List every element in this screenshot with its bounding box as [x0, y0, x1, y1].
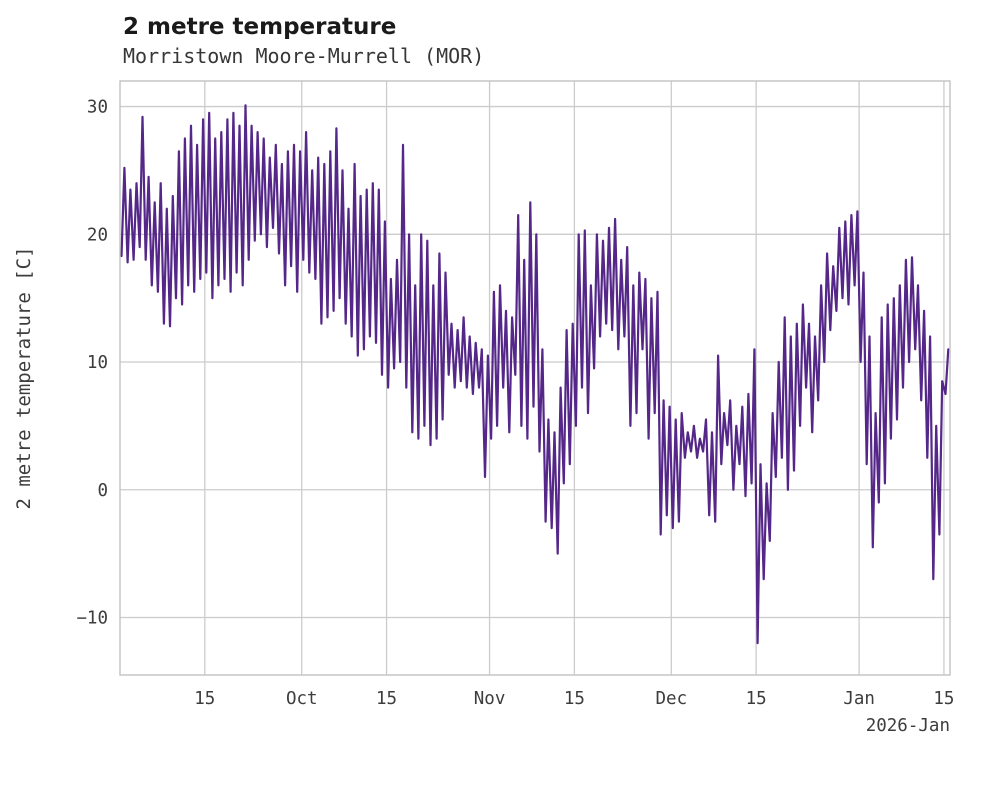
x-tick-label: 15 [194, 689, 215, 709]
plot-border [119, 79, 951, 676]
y-tick-label: −10 [76, 608, 108, 628]
x-tick-label: Dec [656, 689, 688, 709]
x-tick-label: Nov [474, 689, 506, 709]
x-tick-label: 15 [376, 689, 397, 709]
x-tick-label: 15 [933, 689, 954, 709]
temperature-time-series-chart: −10 0 10 20 30 15 Oct 15 Nov 15 Dec 15 Jan 15 2026-Jan… [13, 79, 954, 736]
x-corner-label: 2026-Jan [866, 716, 950, 736]
y-axis-label: 2 metre temperature [C] [13, 246, 35, 509]
temperature-line [120, 103, 950, 644]
y-tick-label: 0 [97, 480, 108, 500]
x-tick-label: 15 [746, 689, 767, 709]
x-tick-label: 15 [564, 689, 585, 709]
x-tick-label: Oct [286, 689, 318, 709]
x-tick-label: Jan [843, 689, 875, 709]
y-tick-label: 20 [87, 225, 108, 245]
y-tick-label: 10 [87, 353, 108, 373]
chart-header: 2 metre temperature Morristown Moore-Mur… [0, 0, 981, 68]
chart-subtitle: Morristown Moore-Murrell (MOR) [123, 43, 485, 68]
chart-title: 2 metre temperature [123, 14, 397, 40]
y-tick-label: 30 [87, 97, 108, 117]
